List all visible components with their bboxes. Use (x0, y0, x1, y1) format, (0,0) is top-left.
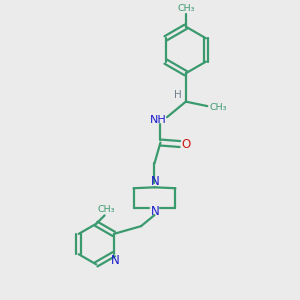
Text: NH: NH (150, 115, 166, 124)
Text: N: N (150, 205, 159, 218)
Text: O: O (182, 137, 191, 151)
Text: H: H (174, 90, 181, 100)
Text: CH₃: CH₃ (209, 103, 226, 112)
Text: N: N (111, 254, 120, 267)
Text: N: N (151, 175, 160, 188)
Text: CH₃: CH₃ (178, 4, 195, 13)
Text: CH₃: CH₃ (98, 205, 115, 214)
